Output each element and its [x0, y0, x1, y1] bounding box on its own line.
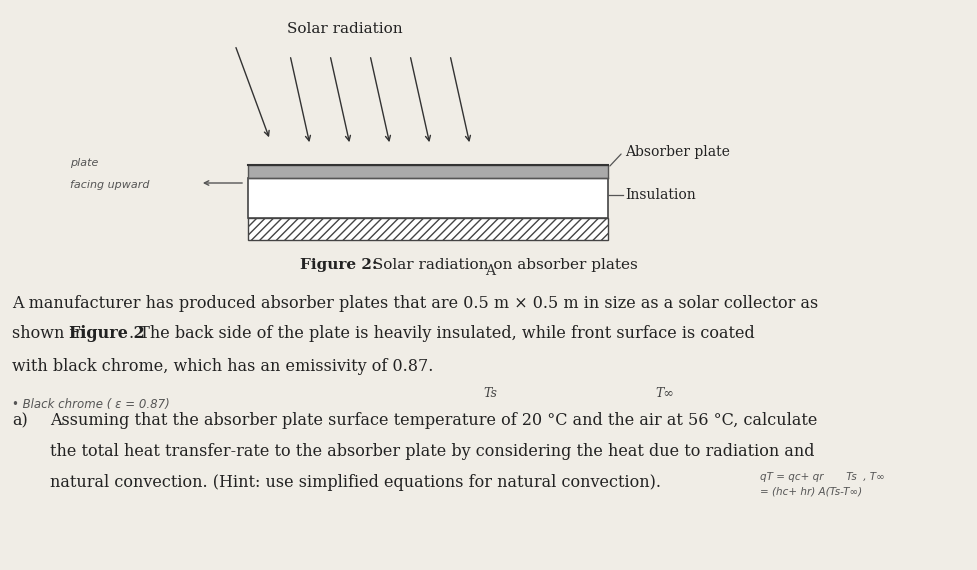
Text: Absorber plate: Absorber plate	[624, 145, 729, 159]
Text: Insulation: Insulation	[624, 188, 695, 202]
Text: Ts: Ts	[483, 387, 496, 400]
Text: a): a)	[12, 412, 27, 429]
Bar	[248, 218, 608, 240]
Text: facing upward: facing upward	[70, 180, 149, 190]
Text: . The back side of the plate is heavily insulated, while front surface is coated: . The back side of the plate is heavily …	[129, 325, 754, 342]
Bar	[248, 165, 608, 178]
Text: = (hc+ hr) A(Ts-T∞): = (hc+ hr) A(Ts-T∞)	[759, 487, 862, 497]
Text: Figure 2:: Figure 2:	[300, 258, 377, 272]
Bar	[248, 178, 608, 218]
Text: A: A	[485, 264, 494, 278]
Text: • Black chrome ( ε = 0.87): • Black chrome ( ε = 0.87)	[12, 398, 170, 411]
Text: Solar radiation on absorber plates: Solar radiation on absorber plates	[367, 258, 637, 272]
Text: Solar radiation: Solar radiation	[287, 22, 403, 36]
Text: Assuming that the absorber plate surface temperature of 20 °C and the air at 56 : Assuming that the absorber plate surface…	[50, 412, 817, 429]
Text: the total heat transfer-rate to the absorber plate by considering the heat due t: the total heat transfer-rate to the abso…	[50, 443, 814, 460]
Text: natural convection. (Hint: use simplified equations for natural convection).: natural convection. (Hint: use simplifie…	[50, 474, 660, 491]
Text: shown in: shown in	[12, 325, 90, 342]
Text: Figure 2: Figure 2	[69, 325, 145, 342]
Text: with black chrome, which has an emissivity of 0.87.: with black chrome, which has an emissivi…	[12, 358, 433, 375]
Text: T∞: T∞	[655, 387, 674, 400]
Text: A manufacturer has produced absorber plates that are 0.5 m × 0.5 m in size as a : A manufacturer has produced absorber pla…	[12, 295, 818, 312]
Text: plate: plate	[70, 158, 99, 168]
Text: qT = qc+ qr       Ts  , T∞: qT = qc+ qr Ts , T∞	[759, 472, 884, 482]
